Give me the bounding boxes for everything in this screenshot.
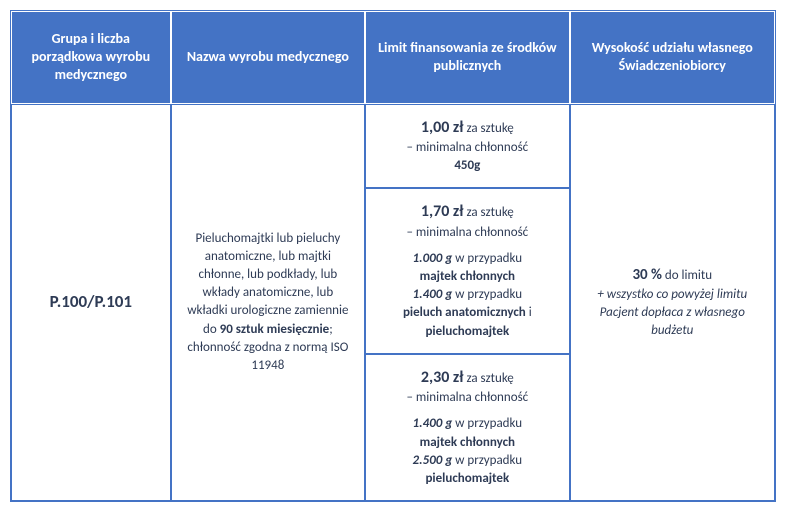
product-qty: 90 sztuk miesięcznie	[220, 322, 330, 337]
limit1-per: za sztukę	[464, 121, 514, 136]
limit3-p2: pieluchomajtek	[376, 470, 558, 488]
limit1-price-line: 1,00 zł za sztukę	[376, 117, 558, 139]
limit3-min-label: – minimalna chłonność	[376, 389, 558, 407]
cell-financing-limits: 1,00 zł za sztukę – minimalna chłonność …	[365, 104, 569, 502]
header-group-code: Grupa i liczba porządkowa wyrobu medyczn…	[11, 11, 171, 104]
limit2-v2: 1.400 g	[413, 287, 453, 302]
limit2-line2: 1.400 g w przypadku	[376, 286, 558, 304]
limit2-p2a: pieluch anatomicznych	[403, 305, 526, 320]
limit2-v1: 1.000 g	[413, 251, 453, 266]
limit3-p1: majtek chłonnych	[376, 434, 558, 452]
product-description-text: Pieluchomajtki lub pieluchy anatomiczne,…	[182, 230, 355, 376]
cell-code: P.100/P.101	[11, 104, 171, 502]
share-to-limit: do limitu	[662, 268, 712, 283]
spacer	[376, 407, 558, 415]
share-percent: 30 %	[632, 266, 662, 284]
limit-tier-1: 1,00 zł za sztukę – minimalna chłonność …	[365, 104, 569, 189]
limit1-min-label: – minimalna chłonność	[376, 139, 558, 157]
share-main-line: 30 % do limitu	[632, 265, 712, 286]
limit-tier-3: 2,30 zł za sztukę – minimalna chłonność …	[365, 354, 569, 501]
cell-product-description: Pieluchomajtki lub pieluchy anatomiczne,…	[171, 104, 366, 502]
share-note: + wszystko co powyżej limitu Pacjent dop…	[581, 286, 764, 341]
limit3-line2: 2.500 g w przypadku	[376, 452, 558, 470]
limit2-p2b: pieluchomajtek	[376, 323, 558, 341]
limit3-v2: 2.500 g	[413, 453, 453, 468]
limit3-v1: 1.400 g	[413, 416, 453, 431]
limit1-price: 1,00 zł	[421, 118, 464, 137]
table-header-row: Grupa i liczba porządkowa wyrobu medyczn…	[11, 11, 775, 104]
spacer	[376, 242, 558, 250]
limit2-price-line: 1,70 zł za sztukę	[376, 201, 558, 223]
limit3-per: za sztukę	[464, 371, 514, 386]
limit2-per: za sztukę	[464, 205, 514, 220]
limit1-min-value: 450g	[376, 157, 558, 175]
product-code: P.100/P.101	[50, 290, 132, 314]
financing-table: Grupa i liczba porządkowa wyrobu medyczn…	[10, 10, 776, 502]
limit2-price: 1,70 zł	[421, 202, 464, 221]
header-financing-limit: Limit finansowania ze środków publicznyc…	[365, 11, 569, 104]
limit3-line1: 1.400 g w przypadku	[376, 415, 558, 433]
limit3-t1: w przypadku	[452, 416, 522, 431]
limit2-line1: 1.000 g w przypadku	[376, 250, 558, 268]
limit2-p1: majtek chłonnych	[376, 268, 558, 286]
limit2-and: i	[526, 305, 532, 320]
limit3-t2: w przypadku	[452, 453, 522, 468]
table-body-row: P.100/P.101 Pieluchomajtki lub pieluchy …	[11, 104, 775, 502]
header-own-share: Wysokość udziału własnego Świadczeniobio…	[570, 11, 775, 104]
limit2-t1: w przypadku	[452, 251, 522, 266]
limit-tier-2: 1,70 zł za sztukę – minimalna chłonność …	[365, 188, 569, 354]
limit2-line3: pieluch anatomicznych i	[376, 304, 558, 322]
cell-own-share: 30 % do limitu + wszystko co powyżej lim…	[570, 104, 775, 502]
limit2-t2: w przypadku	[452, 287, 522, 302]
limit3-price-line: 2,30 zł za sztukę	[376, 367, 558, 389]
limit2-min-label: – minimalna chłonność	[376, 224, 558, 242]
header-product-name: Nazwa wyrobu medycznego	[171, 11, 365, 104]
limit3-price: 2,30 zł	[421, 368, 464, 387]
